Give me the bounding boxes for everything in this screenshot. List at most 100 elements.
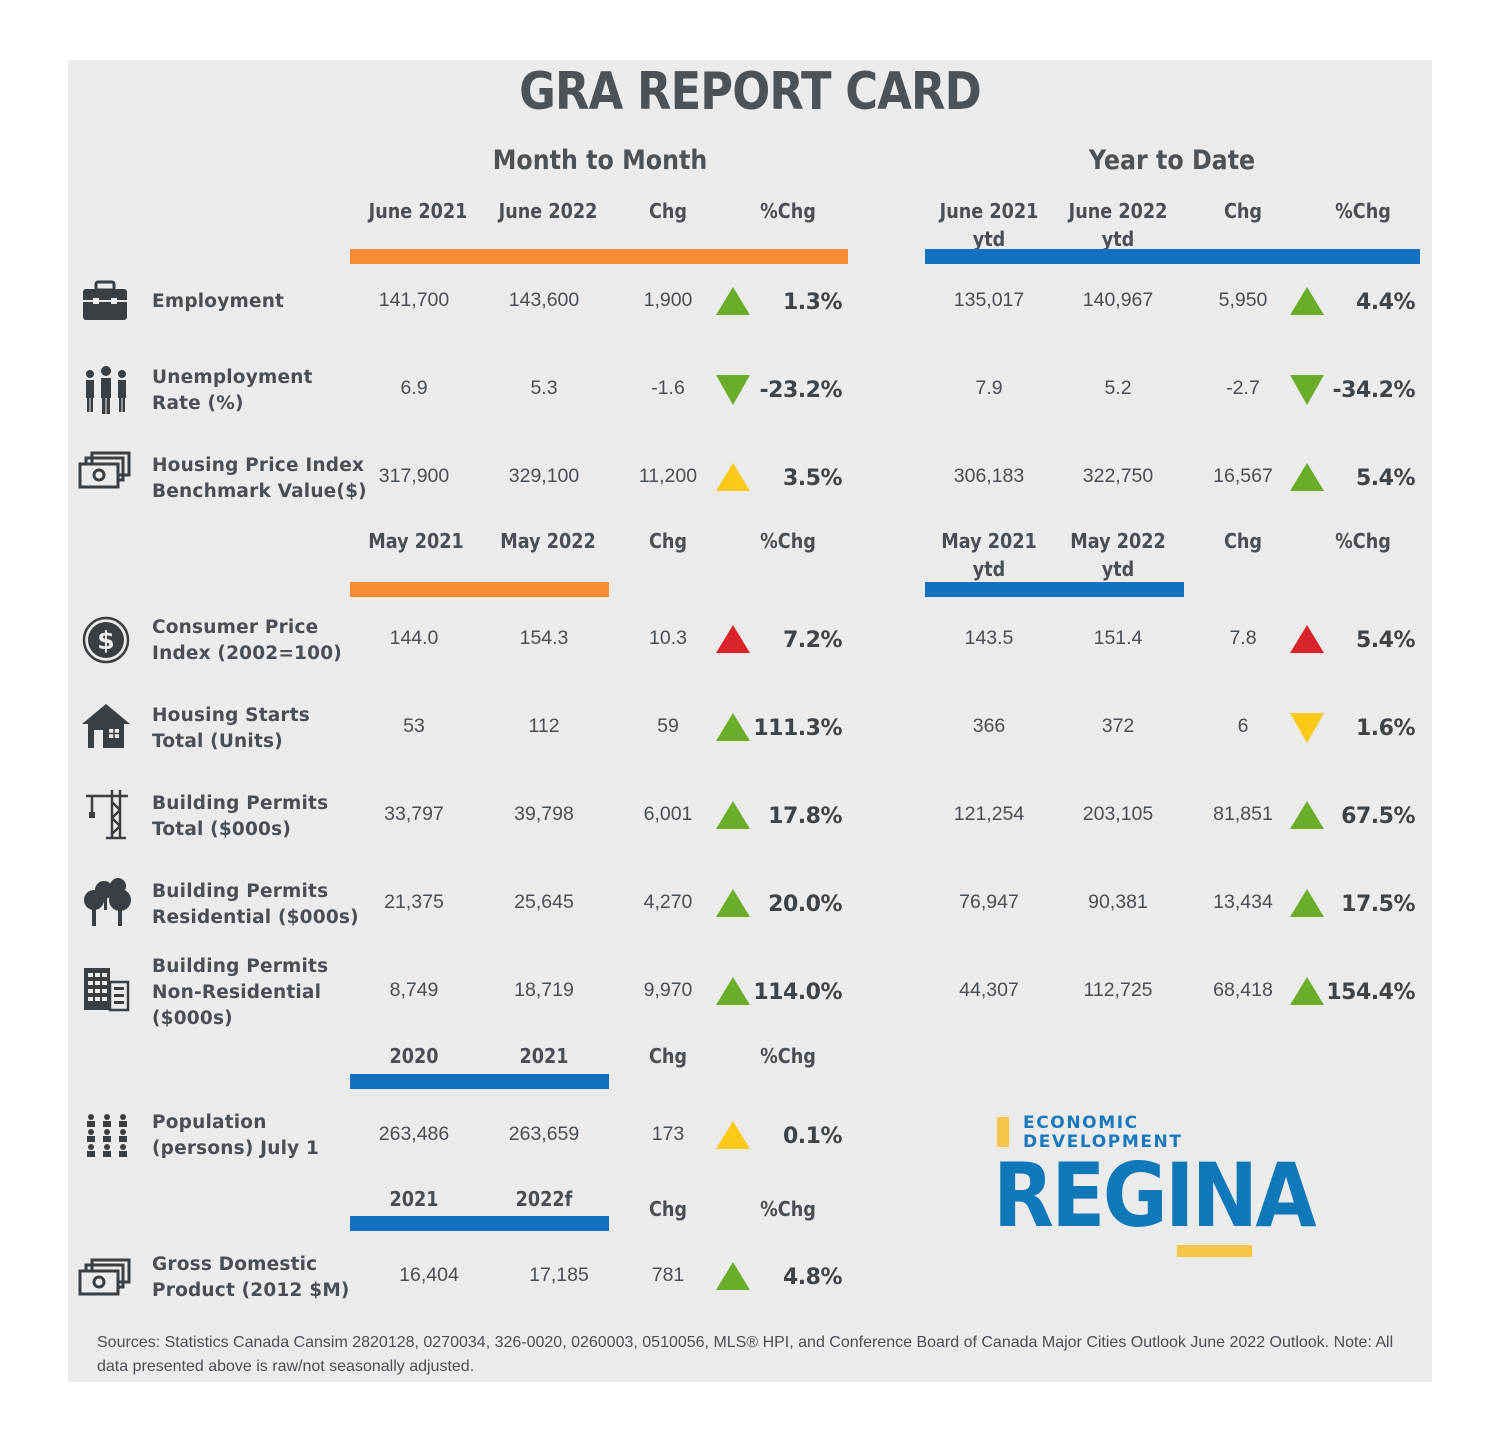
trend-up-icon xyxy=(716,287,750,315)
cell-value: 173 xyxy=(651,1123,685,1145)
row-label: Unemployment Rate (%) xyxy=(152,367,313,414)
row-label: Housing Starts Total (Units) xyxy=(152,705,310,752)
row-label: Gross Domestic Product (2012 $M) xyxy=(152,1254,350,1301)
cell-value: 141,700 xyxy=(378,289,450,311)
cell-value: 329,100 xyxy=(508,465,580,487)
row-label: Housing Price Index Benchmark Value($) xyxy=(152,455,367,502)
row-label: Employment xyxy=(152,291,285,312)
cell-value: 317,900 xyxy=(378,465,450,487)
column-header: May 2021 xyxy=(368,529,464,553)
trend-up-icon xyxy=(716,1262,750,1290)
cell-value: 33,797 xyxy=(384,803,444,825)
header-bar-ytd-1 xyxy=(925,249,1420,264)
column-header: %Chg xyxy=(760,529,816,553)
cell-value: 4,270 xyxy=(643,891,693,913)
trend-up-icon xyxy=(1290,287,1324,315)
trend-up-icon xyxy=(1290,977,1324,1005)
cell-value: 154.3 xyxy=(519,627,569,649)
cell-value: 7.9 xyxy=(975,377,1003,399)
cell-value: 143,600 xyxy=(508,289,580,311)
header-bar-month-1 xyxy=(350,249,848,264)
percent-change: 3.5% xyxy=(782,466,843,491)
column-header: May 2022 ytd xyxy=(1070,529,1166,581)
column-header: Chg xyxy=(1223,529,1263,553)
column-header: May 2022 xyxy=(500,529,596,553)
cell-value: 151.4 xyxy=(1093,627,1143,649)
cell-value: 11,200 xyxy=(638,465,698,487)
column-header: 2020 xyxy=(389,1044,439,1068)
cell-value: 322,750 xyxy=(1082,465,1154,487)
sources-note: Sources: Statistics Canada Cansim 282012… xyxy=(97,1334,1394,1375)
trees-icon xyxy=(84,878,131,926)
row-label: Building Permits Residential ($000s) xyxy=(152,881,359,928)
percent-change: 4.4% xyxy=(1355,290,1416,315)
cell-value: 59 xyxy=(657,715,679,737)
cell-value: 203,105 xyxy=(1082,803,1154,825)
column-header: June 2021 xyxy=(368,199,468,223)
cell-value: 6,001 xyxy=(643,803,693,825)
cell-value: 781 xyxy=(651,1264,685,1286)
column-header: %Chg xyxy=(1335,199,1391,223)
percent-change: 5.4% xyxy=(1355,466,1416,491)
population-icon xyxy=(87,1114,127,1157)
trend-down-icon xyxy=(716,375,750,405)
cell-value: 53 xyxy=(403,715,425,737)
column-header: 2022f xyxy=(515,1187,573,1211)
column-header: Chg xyxy=(648,199,688,223)
section-year-to-date: Year to Date xyxy=(1088,145,1256,176)
cell-value: 16,404 xyxy=(399,1264,459,1286)
cell-value: 18,719 xyxy=(514,979,574,1001)
logo-line-development: DEVELOPMENT xyxy=(1023,1132,1183,1152)
cell-value: 366 xyxy=(972,715,1006,737)
percent-change: 5.4% xyxy=(1355,628,1416,653)
cell-value: 263,486 xyxy=(378,1123,450,1145)
percent-change: 17.8% xyxy=(768,804,842,829)
percent-change: 1.3% xyxy=(782,290,843,315)
cell-value: 39,798 xyxy=(514,803,574,825)
column-header: Chg xyxy=(648,1197,688,1221)
report-card-panel xyxy=(68,60,1432,1382)
house-icon xyxy=(82,704,130,748)
column-header: 2021 xyxy=(389,1187,439,1211)
percent-change: 114.0% xyxy=(753,980,842,1005)
cell-value: 76,947 xyxy=(959,891,1019,913)
trend-up-icon xyxy=(716,1121,750,1149)
cell-value: -2.7 xyxy=(1226,377,1260,399)
cell-value: 16,567 xyxy=(1213,465,1273,487)
column-header: Chg xyxy=(648,529,688,553)
column-header: %Chg xyxy=(760,199,816,223)
cell-value: 140,967 xyxy=(1082,289,1154,311)
cell-value: 306,183 xyxy=(953,465,1025,487)
section-month-to-month: Month to Month xyxy=(492,145,708,176)
column-header: Chg xyxy=(1223,199,1263,223)
column-header: %Chg xyxy=(1335,529,1391,553)
cell-value: 25,645 xyxy=(514,891,574,913)
cell-value: 144.0 xyxy=(389,627,439,649)
percent-change: -34.2% xyxy=(1332,378,1416,403)
row-label: Building Permits Total ($000s) xyxy=(152,793,329,840)
percent-change: 20.0% xyxy=(768,892,842,917)
header-bar-ytd-2 xyxy=(925,582,1184,597)
briefcase-icon xyxy=(83,280,127,320)
header-bar-month-2 xyxy=(350,582,609,597)
office-building-icon xyxy=(84,968,130,1012)
percent-change: 4.8% xyxy=(782,1265,843,1290)
cell-value: 7.8 xyxy=(1229,627,1257,649)
cell-value: 6 xyxy=(1237,715,1249,737)
trend-up-icon xyxy=(716,463,750,491)
column-header: %Chg xyxy=(760,1044,816,1068)
row-label: Building Permits Non-Residential ($000s) xyxy=(152,956,329,1029)
column-header: %Chg xyxy=(760,1197,816,1221)
row-label: Population (persons) July 1 xyxy=(152,1112,320,1159)
cell-value: 9,970 xyxy=(643,979,693,1001)
people-icon xyxy=(86,366,126,414)
percent-change: 1.6% xyxy=(1355,716,1416,741)
trend-down-icon xyxy=(1290,375,1324,405)
trend-up-icon xyxy=(716,713,750,741)
dollar-coin-icon: $ xyxy=(82,616,130,664)
column-header: May 2021 ytd xyxy=(941,529,1037,581)
cell-value: 90,381 xyxy=(1088,891,1148,913)
cell-value: 13,434 xyxy=(1213,891,1273,913)
cell-value: 68,418 xyxy=(1213,979,1273,1001)
header-bar-month-4 xyxy=(350,1216,609,1231)
